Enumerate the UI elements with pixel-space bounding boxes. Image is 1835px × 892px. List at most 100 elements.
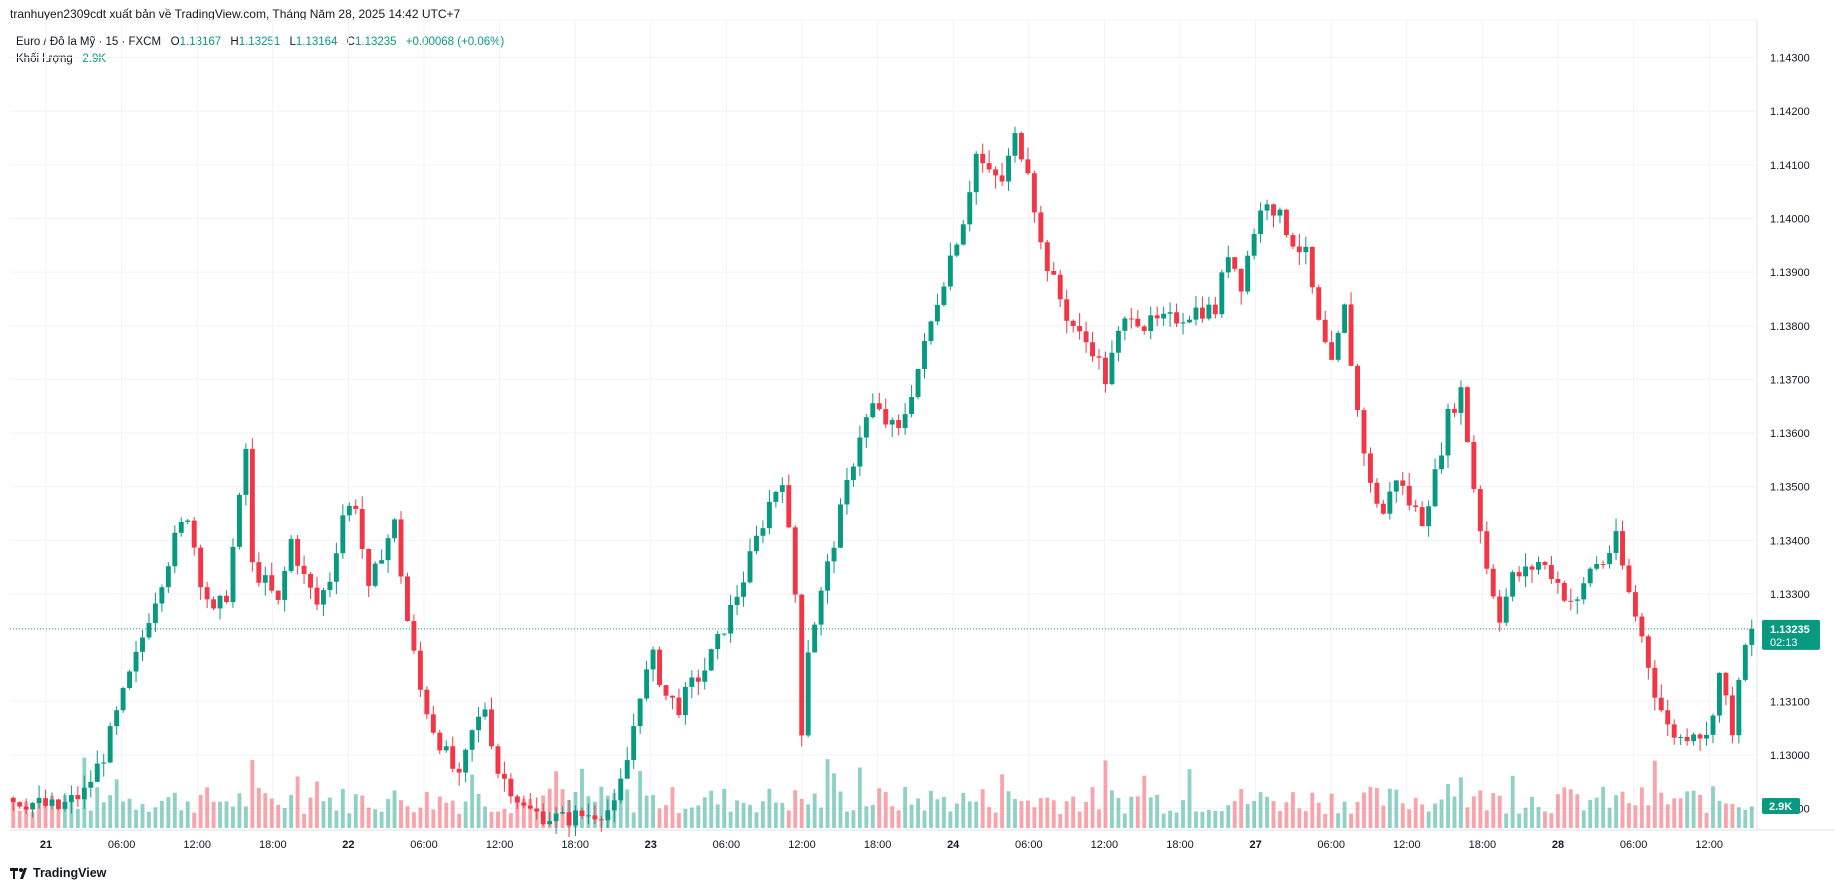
volume-bar [1103, 760, 1108, 828]
close-value: 1.13235 [354, 36, 397, 48]
candle-body [101, 762, 107, 764]
volume-bar [1439, 799, 1444, 828]
volume-bar [1271, 801, 1276, 828]
volume-bar [793, 790, 798, 828]
volume-bar [1084, 801, 1089, 828]
symbol-label[interactable]: Euro / Đô la Mỹ · 15 · FXCM [16, 36, 162, 48]
volume-bar [1374, 787, 1379, 828]
candle-body [1613, 531, 1619, 554]
volume-bar [754, 812, 759, 828]
volume-bar [1219, 811, 1224, 828]
volume-bar [644, 795, 649, 828]
candle-body [49, 799, 55, 806]
candle-body [1574, 599, 1580, 601]
candle-body [495, 746, 501, 774]
candle-body [417, 650, 423, 690]
tradingview-logo[interactable]: TradingView [10, 866, 106, 880]
y-tick-label: 1.13600 [1770, 428, 1810, 440]
candle-body [81, 787, 87, 800]
volume-bar [1245, 803, 1250, 828]
y-tick-label: 1.14100 [1770, 160, 1810, 172]
candle-body [1258, 210, 1264, 234]
candle-body [689, 677, 695, 687]
volume-bar [1226, 805, 1231, 828]
volume-bar [1168, 810, 1173, 828]
candle-body [133, 651, 139, 672]
volume-bar [231, 806, 235, 828]
candle-body [954, 244, 960, 256]
candle-body [340, 515, 346, 554]
volume-bar [289, 794, 294, 828]
candle-body [1025, 159, 1031, 174]
candle-body [146, 623, 152, 638]
volume-bar [864, 806, 869, 828]
candle-body [695, 677, 701, 682]
volume-bar [192, 812, 197, 828]
volume-bar [1620, 791, 1625, 828]
candle-body [915, 369, 921, 398]
volume-bar [1465, 807, 1470, 828]
candle-body [1264, 204, 1270, 211]
candle-body [1329, 342, 1335, 360]
y-tick-label: 1.14200 [1770, 106, 1810, 118]
candle-body [476, 716, 482, 731]
volume-bar [838, 791, 843, 828]
y-tick-label: 1.13900 [1770, 267, 1810, 279]
volume-bar [948, 811, 953, 828]
y-tick-label: 1.14000 [1770, 213, 1810, 225]
candle-body [308, 573, 313, 588]
volume-bar [760, 801, 765, 828]
volume-bar [664, 805, 668, 828]
candle-body [1477, 489, 1483, 532]
candle-body [598, 819, 604, 821]
candle-body [236, 494, 242, 547]
volume-bar [1730, 803, 1735, 828]
candle-body [527, 805, 533, 809]
volume-bar [890, 806, 895, 828]
volume-bar [1122, 813, 1127, 828]
candle-body [405, 576, 410, 622]
volume-bar [1213, 810, 1218, 828]
candle-body [547, 821, 553, 825]
volume-bar [172, 792, 177, 828]
volume-bar [1484, 810, 1489, 828]
volume-bar [1543, 811, 1547, 828]
candle-body [430, 714, 436, 733]
candle-body [896, 420, 902, 429]
candle-body [844, 480, 850, 505]
candle-body [1678, 736, 1684, 738]
candle-body [1671, 724, 1677, 738]
volume-bar [282, 807, 287, 828]
volume-bar [450, 800, 455, 828]
volume-label[interactable]: Khối lượng [16, 53, 73, 65]
volume-bar [735, 800, 740, 828]
candle-body [1729, 695, 1735, 736]
candle-body [799, 594, 805, 736]
volume-bar [418, 807, 423, 828]
volume-bar [56, 800, 61, 828]
candle-body [1355, 365, 1360, 411]
candle-body [1219, 272, 1225, 315]
volume-bar [1355, 801, 1360, 828]
candle-body [346, 505, 352, 516]
candle-body [786, 485, 792, 528]
candle-body [605, 810, 611, 821]
candle-body [1516, 572, 1522, 577]
volume-bar [198, 794, 203, 828]
last-price-badge[interactable] [1762, 619, 1820, 650]
candle-body [553, 813, 559, 822]
volume-bar [870, 805, 875, 828]
volume-bar [1530, 796, 1534, 828]
candle-body [1600, 564, 1606, 566]
candle-body [411, 621, 417, 651]
candle-body [857, 437, 863, 467]
volume-bar [496, 811, 500, 828]
volume-bar [715, 804, 720, 828]
volume-bar [851, 810, 856, 828]
candle-body [1620, 531, 1625, 566]
candle-body [211, 599, 217, 609]
candle-body [1536, 561, 1541, 570]
candle-body [1523, 566, 1529, 577]
volume-bar [773, 802, 778, 828]
